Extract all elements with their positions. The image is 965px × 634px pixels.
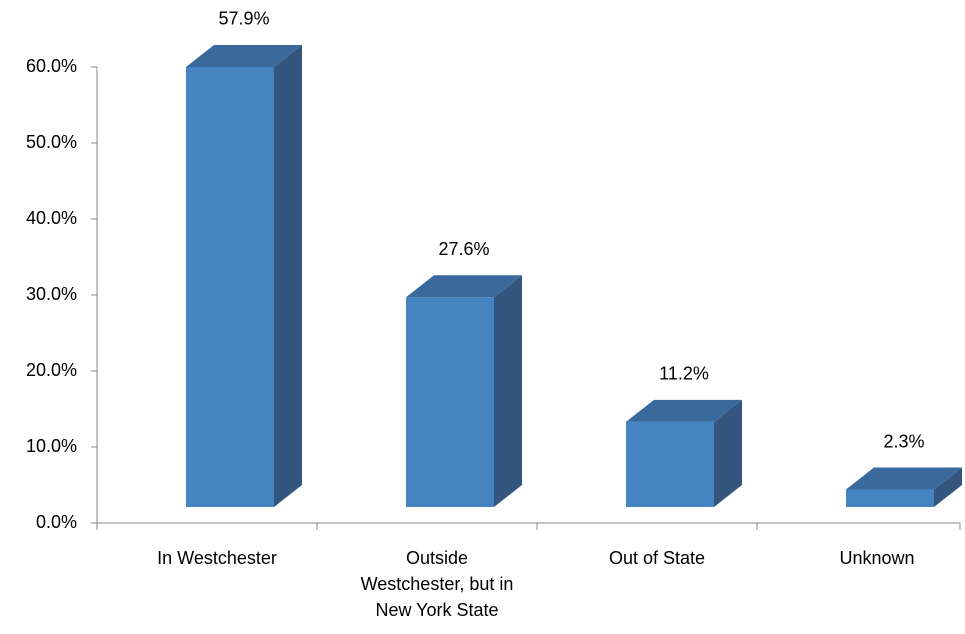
bar-side (274, 44, 302, 508)
bar (406, 297, 494, 507)
x-tick-label: Unknown (839, 548, 915, 568)
x-tick-label: In Westchester (157, 548, 277, 568)
bar-side (494, 275, 522, 507)
value-label: 27.6% (438, 239, 489, 259)
bar-side (934, 467, 962, 507)
bar-top (186, 44, 302, 67)
value-label: 57.9% (218, 9, 269, 29)
bar-side (714, 399, 742, 507)
x-tick-label: Out of State (608, 548, 706, 568)
value-label: 11.2% (659, 364, 709, 384)
bar-top (846, 467, 962, 490)
y-tick-label: 60.0% (26, 56, 77, 76)
bar-top (406, 275, 522, 298)
y-tick-label: 40.0% (26, 208, 77, 228)
y-tick-label: 50.0% (26, 132, 77, 152)
y-tick-label: 10.0% (26, 436, 77, 456)
y-tick-label: 30.0% (26, 284, 77, 304)
bar-top (626, 399, 742, 422)
value-label: 2.3% (883, 431, 924, 451)
x-tick-label: Outside Westchester, but in New York Sta… (360, 548, 514, 620)
y-tick-label: 20.0% (26, 360, 77, 380)
bar (846, 489, 934, 507)
bar (626, 421, 714, 507)
y-tick-label: 0.0% (36, 512, 77, 532)
bar (186, 66, 274, 508)
